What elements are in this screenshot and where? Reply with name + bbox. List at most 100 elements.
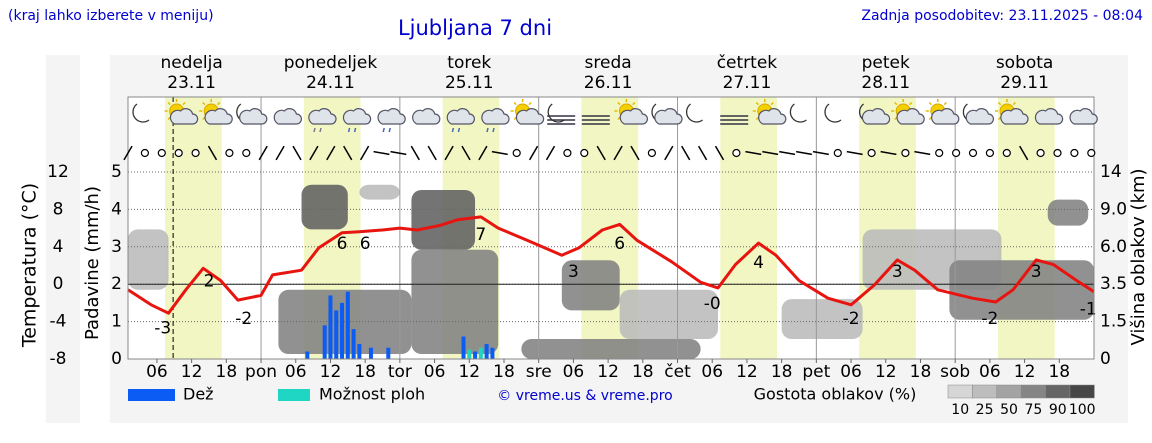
- sun-ray: [755, 101, 759, 106]
- temperature-extreme-label: 3: [1031, 262, 1042, 282]
- day-name: četrtek: [717, 53, 778, 73]
- x-tick-label: 12: [320, 362, 342, 382]
- wind-barb: [762, 150, 779, 156]
- rain-drop: [388, 127, 391, 133]
- legend-swatch: [128, 389, 175, 401]
- weather-icon: [720, 115, 749, 125]
- x-tick-label: 12: [597, 362, 619, 382]
- weather-icon: [164, 99, 199, 125]
- moon: [789, 103, 807, 123]
- wind-calm: [1002, 148, 1011, 158]
- wind-barb: [880, 150, 897, 156]
- wind-barb: [444, 145, 454, 161]
- cloud: [412, 108, 441, 125]
- sun-ray: [167, 101, 171, 106]
- cloud: [965, 108, 994, 125]
- temperature-extreme-label: 3: [892, 262, 903, 282]
- weather-icon: [614, 99, 648, 125]
- update-time: Zadnja posodobitev: 23.11.2025 - 08:04: [861, 8, 1143, 24]
- cloud: [446, 108, 475, 125]
- weather-icon: [1069, 108, 1098, 125]
- x-tick-label: 18: [771, 362, 793, 382]
- sun-ray: [909, 101, 913, 106]
- cloud-height-tick-label: 14: [1100, 162, 1122, 182]
- day-date: 27.11: [723, 73, 772, 93]
- precip-bar: [473, 351, 478, 359]
- sun-ray: [217, 101, 221, 106]
- x-tick-label: 06: [424, 362, 446, 382]
- daylight-stripe: [165, 97, 222, 359]
- cloud-patch: [128, 229, 169, 290]
- weather-icon: [308, 108, 337, 133]
- cloud-legend-label: 50: [1000, 402, 1018, 418]
- cloud-patch: [359, 184, 400, 200]
- sun-ray: [182, 101, 186, 106]
- precip-bar: [334, 310, 339, 359]
- wind-calm: [951, 148, 961, 158]
- x-tick-label: 18: [493, 362, 515, 382]
- data-layer: -32-26 6 736-04-23-23-1: [127, 97, 1097, 359]
- rain-drop: [457, 127, 461, 133]
- legend-label: Dež: [183, 385, 214, 404]
- wind-barb: [812, 150, 829, 156]
- x-tick-label: 18: [910, 362, 932, 382]
- cloud-patch: [411, 249, 499, 355]
- moon: [132, 103, 150, 123]
- weather-icon: [824, 103, 842, 123]
- temperature-extreme-label: -2: [235, 309, 252, 329]
- wind-barb: [596, 145, 606, 161]
- wind-barb: [427, 145, 437, 161]
- x-tick-label: pon: [245, 362, 277, 382]
- cloud-patch: [301, 184, 348, 230]
- left-panel: [46, 55, 80, 423]
- day-date: 28.11: [861, 73, 910, 93]
- cloud: [1069, 108, 1098, 125]
- wind-barb: [343, 145, 353, 161]
- wind-barb: [681, 145, 691, 161]
- wind-barb: [664, 145, 674, 161]
- precip-bar: [357, 344, 362, 359]
- x-tick-label: 06: [146, 362, 168, 382]
- cloud-legend-label: 10: [951, 402, 969, 418]
- cloud: [654, 108, 683, 125]
- cloud-legend-label: 25: [976, 402, 994, 418]
- temperature-tick-label: 4: [53, 237, 64, 257]
- weather-icon: [789, 103, 807, 123]
- x-tick-label: 18: [354, 362, 376, 382]
- weather-icon: [481, 108, 510, 133]
- x-tick-label: 18: [632, 362, 654, 382]
- wind-calm: [968, 148, 978, 158]
- cloud-legend-box: [1045, 384, 1071, 399]
- x-tick-label: 06: [701, 362, 723, 382]
- sun-ray: [997, 101, 1002, 106]
- sun-ray: [1012, 101, 1017, 106]
- wind-barb: [309, 145, 319, 161]
- x-tick-label: 06: [840, 362, 862, 382]
- sun-ray: [202, 101, 206, 106]
- wind-barb: [795, 150, 813, 156]
- weather-icon: [1034, 108, 1064, 125]
- cloud-patch: [781, 299, 863, 340]
- sun-ray: [928, 101, 932, 106]
- wind-calm: [512, 148, 521, 158]
- sun-ray: [617, 101, 621, 106]
- cloud: [377, 108, 406, 125]
- cloud-legend-label: 75: [1024, 402, 1042, 418]
- precip-bar: [478, 347, 483, 359]
- cloud: [861, 108, 891, 125]
- weather-icon: [377, 108, 406, 133]
- x-tick-label: pet: [802, 362, 830, 382]
- cloud-patch: [1047, 199, 1089, 226]
- cloud-patch: [619, 289, 719, 340]
- wind-calm: [647, 148, 657, 158]
- x-tick-label: 18: [216, 362, 238, 382]
- cloud-patch: [949, 260, 1094, 320]
- weather-icon: [752, 99, 787, 125]
- x-tick-label: tor: [388, 362, 412, 382]
- wind-calm: [157, 148, 166, 158]
- precip-bar: [305, 351, 310, 359]
- cloud: [342, 108, 372, 125]
- weather-icon: [995, 99, 1029, 125]
- wind-calm: [225, 148, 234, 158]
